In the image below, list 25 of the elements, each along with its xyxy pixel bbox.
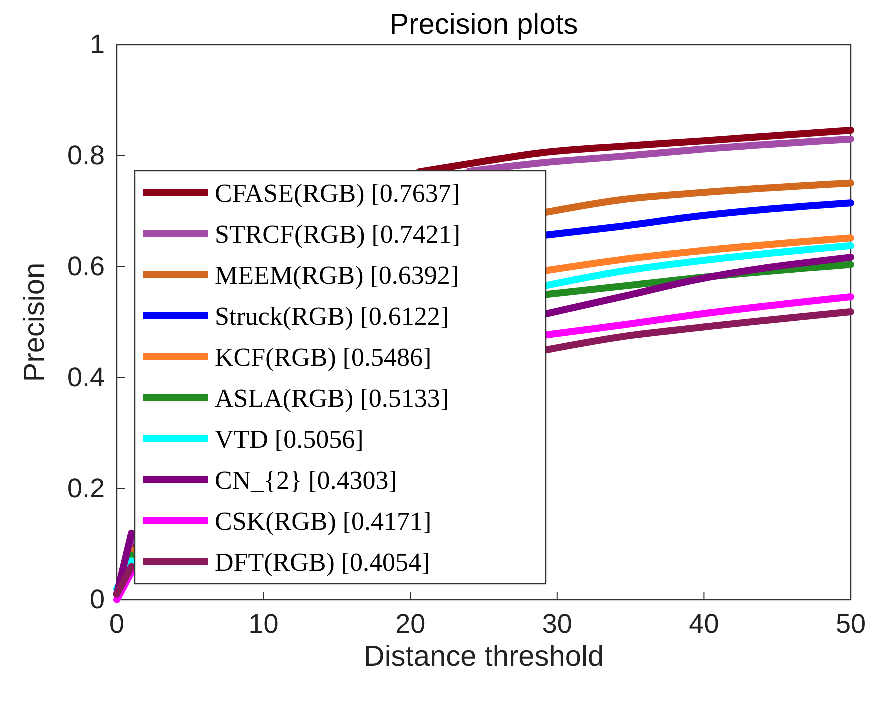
legend-label: DFT(RGB) [0.4054] [215, 548, 430, 577]
y-tick-label: 0 [90, 584, 105, 615]
x-tick-label: 10 [248, 609, 279, 640]
legend-label: ASLA(RGB) [0.5133] [215, 384, 449, 413]
legend-label: CSK(RGB) [0.4171] [215, 507, 432, 536]
legend-label: STRCF(RGB) [0.7421] [215, 220, 461, 249]
y-tick-label: 0.2 [67, 474, 105, 504]
x-tick-label: 40 [689, 609, 720, 640]
y-axis-title: Precision [19, 262, 51, 382]
y-tick-label: 0.8 [67, 140, 105, 171]
legend-label: MEEM(RGB) [0.6392] [215, 261, 460, 290]
x-tick-label: 20 [396, 609, 426, 640]
x-tick-label: 30 [542, 609, 572, 640]
x-axis-title: Distance threshold [364, 641, 604, 673]
x-tick-label: 50 [836, 609, 866, 640]
legend-label: KCF(RGB) [0.5486] [215, 343, 432, 372]
x-tick-label: 0 [109, 609, 125, 640]
y-tick-label: 0.4 [67, 362, 105, 393]
legend-label: CN_{2} [0.4303] [215, 466, 398, 495]
legend-label: VTD [0.5056] [215, 425, 364, 454]
y-tick-label: 0.6 [67, 252, 105, 282]
y-tick-label: 1 [90, 30, 105, 60]
legend-label: CFASE(RGB) [0.7637] [215, 179, 460, 208]
legend-label: Struck(RGB) [0.6122] [215, 302, 449, 331]
chart-title: Precision plots [390, 9, 578, 41]
